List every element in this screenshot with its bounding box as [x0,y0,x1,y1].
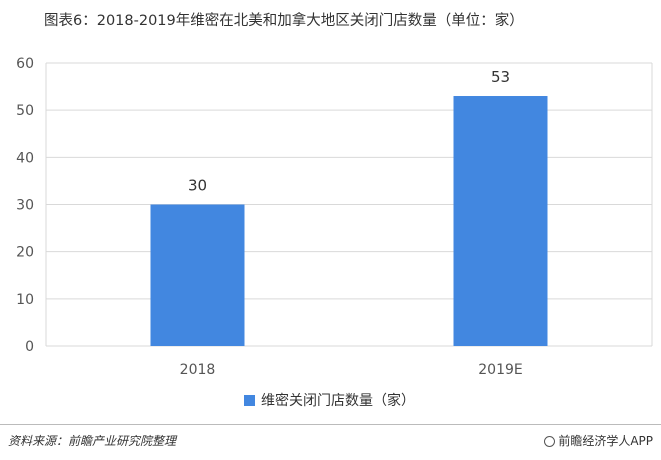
data-label: 53 [491,68,510,86]
data-label: 30 [188,177,207,195]
x-tick-label: 2018 [180,362,216,378]
source-note: 资料来源：前瞻产业研究院整理 [8,434,177,448]
gridlines [45,62,653,347]
legend-label: 维密关闭门店数量（家） [261,392,415,409]
y-axis-ticks: 0 10 20 30 40 50 60 [16,56,34,355]
brand-credit: 前瞻经济学人APP [544,432,653,449]
bar-chart: 0 10 20 30 40 50 60 30 53 2018 2019E 维密关闭门店数量（家） [16,56,653,409]
brand-logo-icon [544,436,556,447]
chart-title: 图表6：2018-2019年维密在北美和加拿大地区关闭门店数量（单位：家） [44,13,524,29]
brand-name: 前瞻经济学人APP [558,434,653,448]
legend: 维密关闭门店数量（家） [244,392,415,409]
bars [150,96,548,347]
footer-divider [0,424,661,425]
x-axis-ticks: 2018 2019E [180,362,523,378]
y-tick-label: 20 [16,245,34,261]
y-tick-label: 50 [16,103,34,119]
y-tick-label: 0 [25,339,34,355]
y-tick-label: 40 [16,150,34,166]
legend-swatch [244,395,255,406]
y-tick-label: 10 [16,292,34,308]
data-labels: 30 53 [188,68,510,194]
x-tick-label: 2019E [478,362,522,378]
y-tick-label: 30 [16,198,34,214]
bar [150,204,245,346]
bar [453,96,548,347]
y-tick-label: 60 [16,56,34,72]
